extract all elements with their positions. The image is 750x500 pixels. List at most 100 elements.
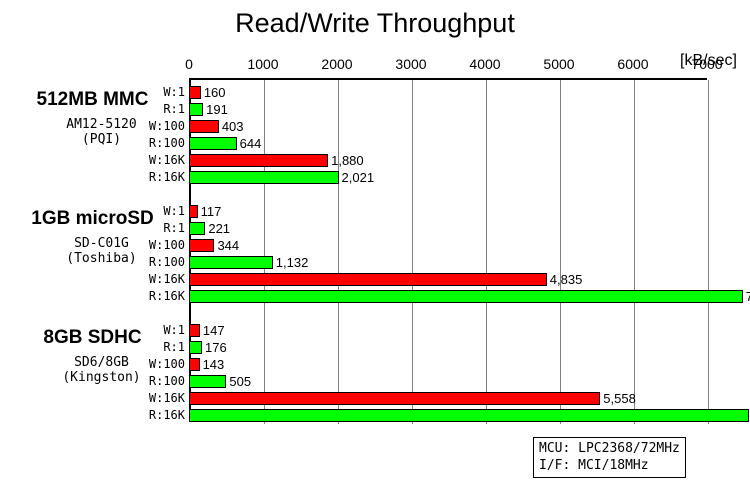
bar-value-label: 1,880 — [331, 153, 364, 168]
x-tick-7000: 7000 — [691, 56, 723, 72]
bar-value-label: 2,021 — [341, 170, 375, 185]
bar-value-label: 117 — [200, 204, 222, 219]
bar-value-label: 191 — [206, 102, 228, 117]
gridline-1000 — [264, 80, 265, 424]
bar-category-label: R:16K — [148, 408, 185, 422]
bar-category-label: R:100 — [148, 255, 185, 269]
bar-category-label: W:16K — [148, 391, 185, 405]
bar-value-label: 5,558 — [603, 391, 636, 406]
bar-write — [189, 154, 329, 167]
bar-row: R:100 505 — [0, 374, 750, 389]
bar-row: R:1 176 — [0, 340, 750, 355]
bar-row: R:100 644 — [0, 136, 750, 151]
bar-read — [189, 103, 204, 116]
bar-category-label: W:1 — [163, 85, 185, 99]
bar-value-label: 143 — [202, 357, 225, 372]
group-title: 512MB MMC — [36, 89, 149, 110]
bar-category-label: R:1 — [163, 221, 185, 235]
group-vendor: (PQI) — [81, 132, 122, 147]
gridline-2000 — [338, 80, 339, 424]
bar-row: W:1 160 — [0, 85, 750, 100]
bar-read — [189, 256, 273, 269]
bar-row: W:16K 4,835 — [0, 272, 750, 287]
group-label-1: 512MB MMC AM12-5120 (PQI) — [0, 89, 185, 147]
group-label-2: 1GB microSD SD-C01G (Toshiba) — [0, 208, 185, 266]
x-tick-1000: 1000 — [247, 56, 279, 72]
bar-write — [189, 324, 200, 337]
bar-category-label: W:16K — [148, 153, 185, 167]
bar-category-label: W:1 — [163, 323, 185, 337]
bar-value-label: 644 — [239, 136, 262, 151]
group-part-number: SD-C01G — [74, 236, 129, 251]
x-axis-unit-label: [kB/sec] — [680, 52, 737, 69]
bar-category-label: R:100 — [148, 374, 185, 388]
bar-read — [189, 409, 749, 422]
bar-category-label: W:16K — [148, 272, 185, 286]
bar-read — [189, 375, 227, 388]
bar-row: R:16K 7,483 — [0, 289, 750, 304]
bar-category-label: R:16K — [148, 289, 185, 303]
bar-category-label: R:100 — [148, 136, 185, 150]
bar-value-label: 160 — [203, 85, 226, 100]
bar-read — [189, 171, 339, 184]
group-part-number: SD6/8GB — [74, 355, 129, 370]
bar-row: R:1 191 — [0, 102, 750, 117]
bar-value-label: 7,483 — [745, 289, 750, 304]
x-tick-2000: 2000 — [321, 56, 353, 72]
bar-row: R:1 221 — [0, 221, 750, 236]
group-vendor: (Kingston) — [62, 370, 141, 385]
bar-category-label: R:1 — [163, 102, 185, 116]
chart-title: Read/Write Throughput — [235, 8, 515, 38]
gridline-7000 — [708, 80, 709, 424]
bar-value-label: 1,132 — [275, 255, 309, 270]
x-tick-6000: 6000 — [617, 56, 649, 72]
bar-write — [189, 86, 201, 99]
bar-write — [189, 205, 198, 218]
bar-row: W:1 147 — [0, 323, 750, 338]
note-line-interface: I/F: MCI/18MHz — [539, 458, 649, 473]
bar-write — [189, 120, 219, 133]
group-title: 1GB microSD — [31, 208, 154, 229]
bar-row: W:16K 5,558 — [0, 391, 750, 406]
bar-row: W:100 403 — [0, 119, 750, 134]
x-tick-3000: 3000 — [395, 56, 427, 72]
bar-read — [189, 222, 206, 235]
gridline-5000 — [560, 80, 561, 424]
bar-row: W:16K 1,880 — [0, 153, 750, 168]
group-label-3: 8GB SDHC SD6/8GB (Kingston) — [0, 327, 185, 385]
bar-write — [189, 392, 601, 405]
gridline-3000 — [412, 80, 413, 424]
gridline-4000 — [486, 80, 487, 424]
bar-value-label: 176 — [205, 340, 227, 355]
bar-write — [189, 239, 215, 252]
bar-category-label: W:100 — [148, 119, 185, 133]
bar-row: R:16K 2,021 — [0, 170, 750, 185]
bar-value-label: 147 — [202, 323, 225, 338]
bar-row: R:100 1,132 — [0, 255, 750, 270]
bar-value-label: 4,835 — [549, 272, 583, 287]
x-tick-5000: 5000 — [543, 56, 575, 72]
note-line-mcu: MCU: LPC2368/72MHz — [539, 441, 680, 456]
bar-value-label: 505 — [229, 374, 252, 389]
group-vendor: (Toshiba) — [66, 251, 137, 266]
bar-category-label: W:100 — [148, 357, 185, 371]
x-tick-0: 0 — [185, 56, 193, 72]
group-part-number: AM12-5120 — [66, 117, 137, 132]
bar-category-label: R:16K — [148, 170, 185, 184]
bar-read — [189, 341, 203, 354]
config-note-box: MCU: LPC2368/72MHz I/F: MCI/18MHz — [533, 437, 686, 478]
gridline-6000 — [634, 80, 635, 424]
bar-write — [189, 273, 547, 286]
bar-row: W:1 117 — [0, 204, 750, 219]
group-title: 8GB SDHC — [43, 327, 142, 348]
bar-row: W:100 143 — [0, 357, 750, 372]
bar-value-label: 403 — [221, 119, 244, 134]
bar-value-label: 221 — [208, 221, 231, 236]
bar-value-label: 344 — [217, 238, 240, 253]
bar-write — [189, 358, 200, 371]
bar-read — [189, 290, 743, 303]
bar-row: W:100 344 — [0, 238, 750, 253]
bar-category-label: W:100 — [148, 238, 185, 252]
